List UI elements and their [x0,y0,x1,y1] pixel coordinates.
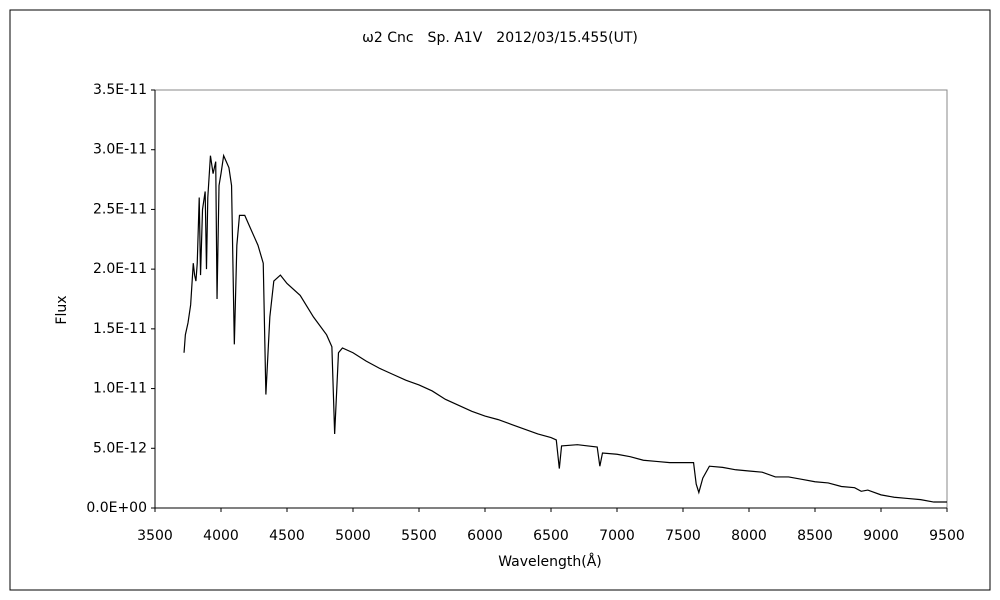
y-axis-label: Flux [54,295,70,324]
x-tick-label: 9500 [929,528,965,544]
y-tick-label: 2.5E-11 [93,201,147,217]
y-tick-label: 2.0E-11 [93,261,147,277]
x-tick-label: 4000 [203,528,239,544]
x-tick-label: 4500 [269,528,305,544]
x-tick-label: 7000 [599,528,635,544]
x-tick-label: 9000 [863,528,899,544]
x-tick-label: 6500 [533,528,569,544]
y-tick-label: 1.0E-11 [93,381,147,397]
y-tick-label: 5.0E-12 [93,440,147,456]
chart-title: ω2 Cnc Sp. A1V 2012/03/15.455(UT) [362,30,638,46]
y-tick-label: 0.0E+00 [86,500,147,516]
x-axis-label: Wavelength(Å) [498,553,602,570]
y-tick-label: 3.0E-11 [93,142,147,158]
y-tick-label: 1.5E-11 [93,321,147,337]
chart-frame [9,9,991,591]
spectrum-line [183,153,947,503]
y-tick-label: 3.5E-11 [93,82,147,98]
x-tick-label: 5000 [335,528,371,544]
x-tick-label: 5500 [401,528,437,544]
x-tick-label: 7500 [665,528,701,544]
x-tick-label: 8500 [797,528,833,544]
x-tick-label: 8000 [731,528,767,544]
x-tick-label: 3500 [137,528,173,544]
x-tick-label: 6000 [467,528,503,544]
